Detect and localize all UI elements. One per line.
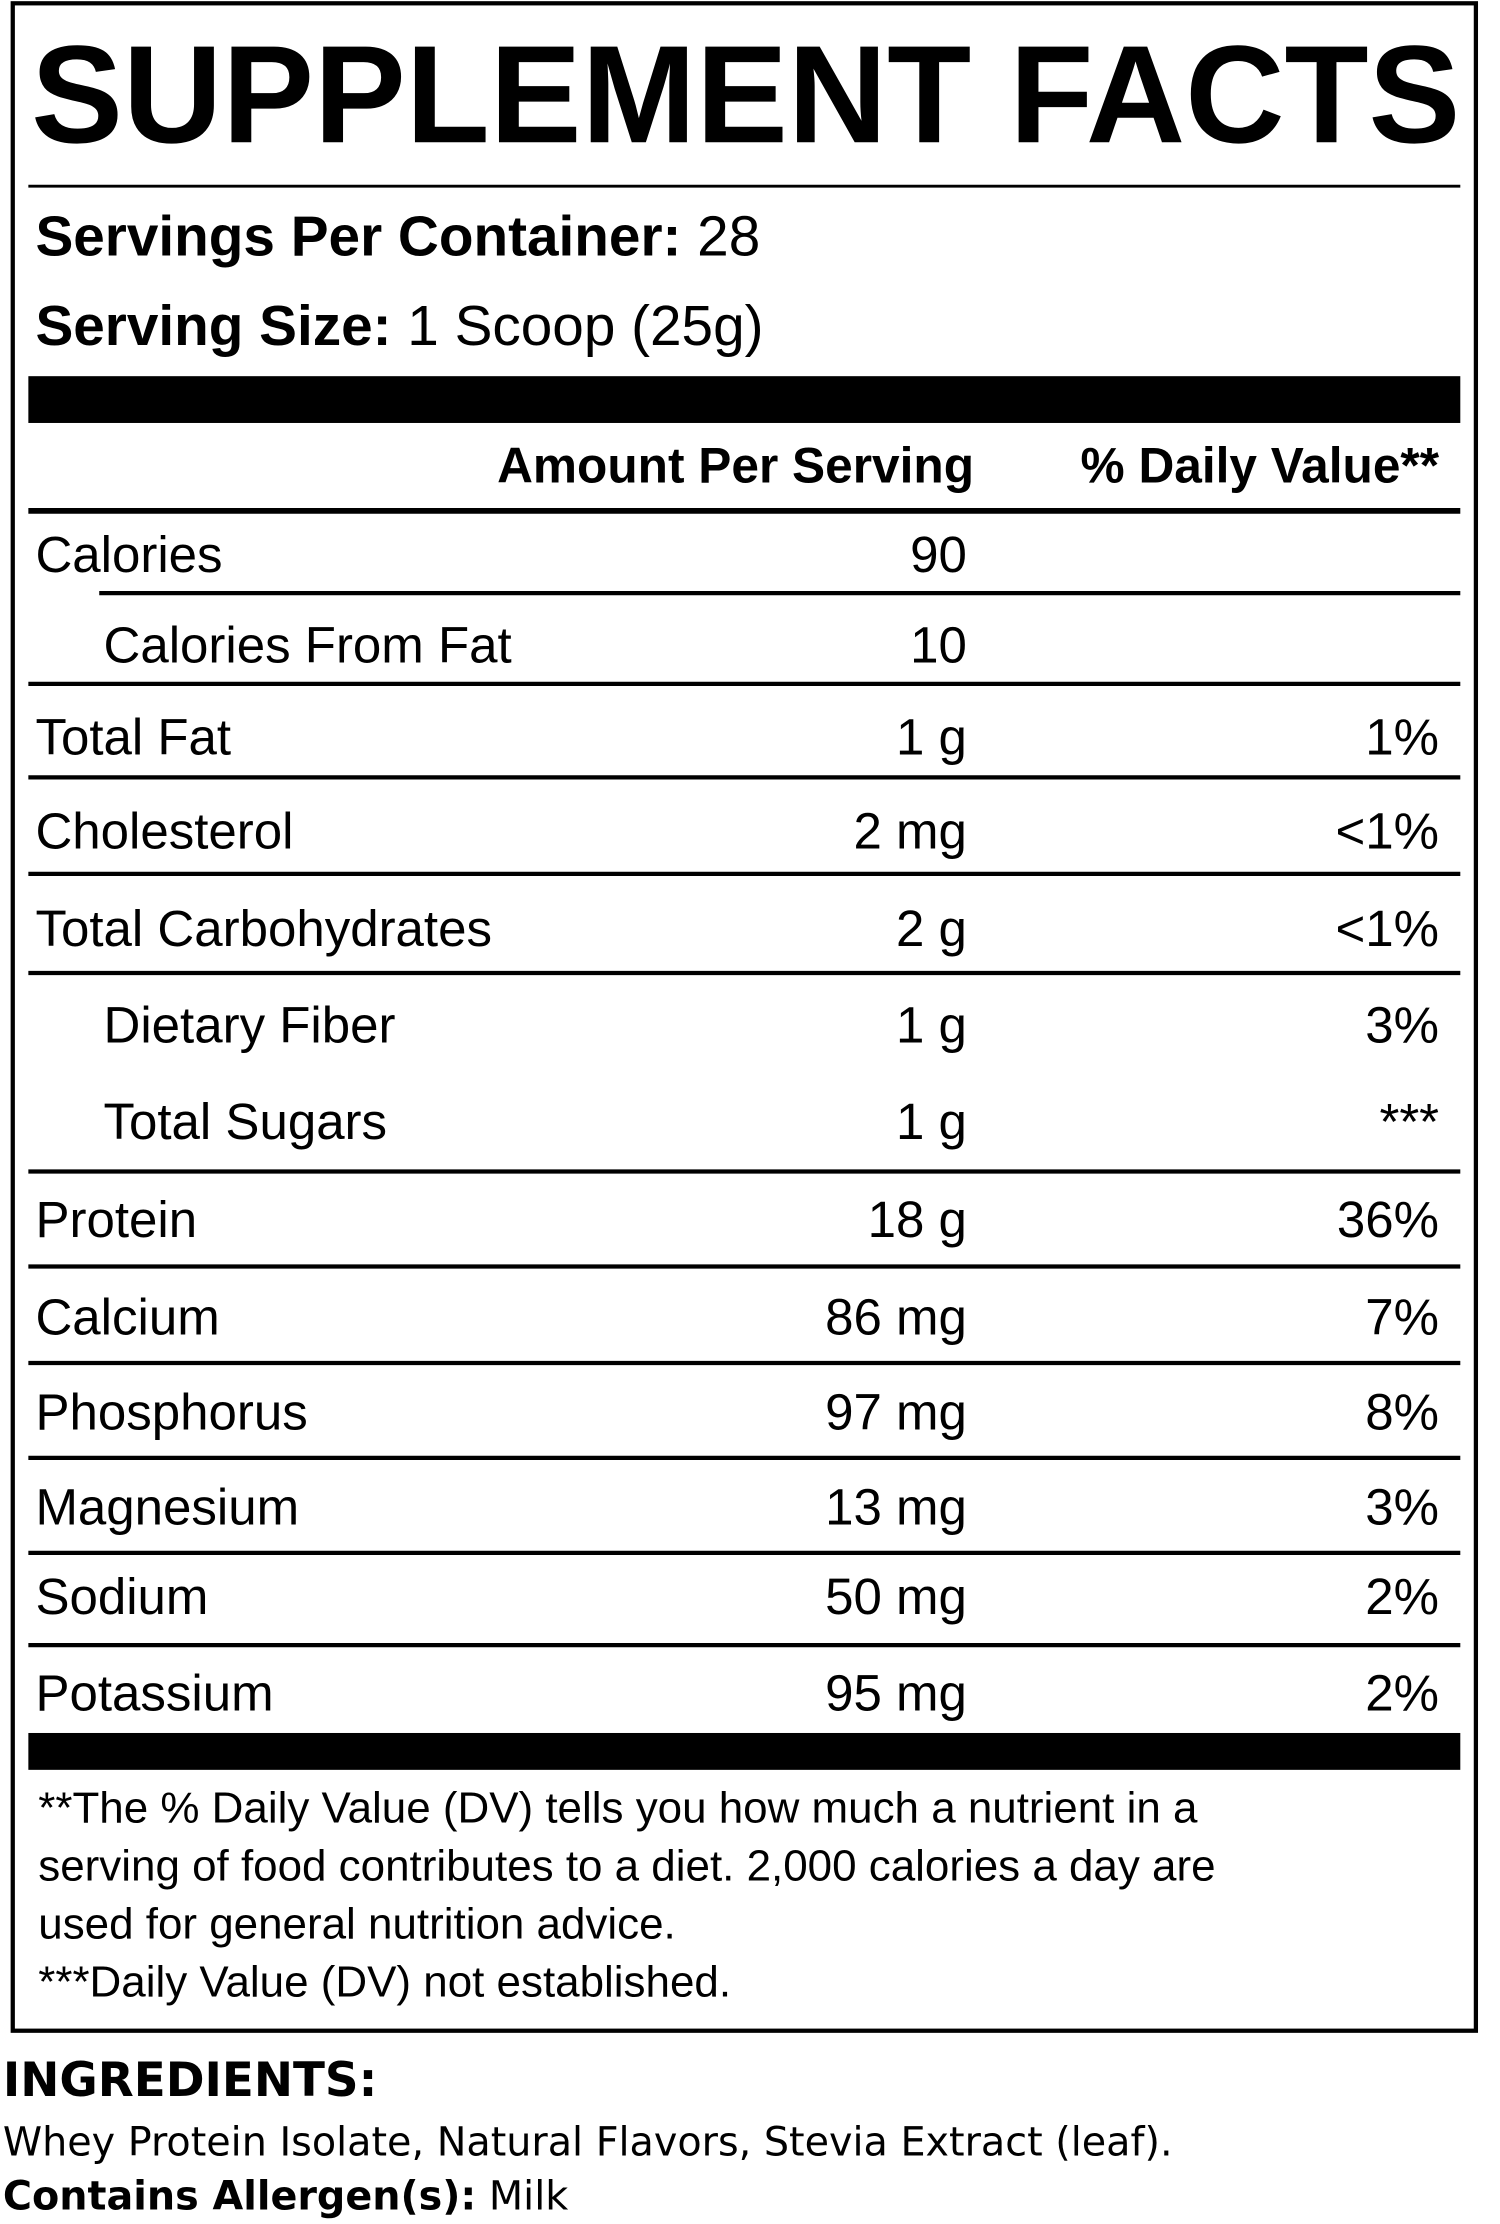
daily-value: 3%: [1365, 1479, 1439, 1536]
nutrient-name: Potassium: [35, 1664, 273, 1721]
footnote: **The % Daily Value (DV) tells you how m…: [38, 1783, 1198, 1832]
daily-value: <1%: [1336, 900, 1440, 957]
daily-value: 2%: [1365, 1568, 1439, 1625]
serving-size: Serving Size: 1 Scoop (25g): [35, 295, 763, 358]
thick-bar: [28, 1732, 1461, 1770]
footnotes: **The % Daily Value (DV) tells you how m…: [38, 1783, 1215, 2006]
amount: 90: [910, 526, 967, 583]
nutrient-name: Phosphorus: [35, 1384, 307, 1441]
daily-value: 7%: [1365, 1289, 1439, 1346]
amount: 97 mg: [825, 1384, 967, 1441]
thick-bar: [28, 376, 1461, 423]
allergen-value: Milk: [489, 2173, 568, 2219]
amount: 18 g: [868, 1191, 967, 1248]
title: SUPPLEMENT FACTS: [31, 17, 1460, 172]
servings: Servings Per Container: 28: [35, 206, 760, 269]
nutrient-name: Sodium: [35, 1568, 208, 1625]
amount: 10: [910, 617, 967, 674]
amount: 1 g: [896, 1093, 967, 1150]
servings-value: 28: [697, 206, 760, 269]
nutrient-name: Total Carbohydrates: [35, 900, 492, 957]
size-label: Serving Size:: [35, 295, 391, 358]
allergen-label: Contains Allergen(s):: [3, 2173, 476, 2219]
nutrient-name: Protein: [35, 1191, 197, 1248]
nutrient-name: Dietary Fiber: [103, 997, 395, 1054]
footnote: used for general nutrition advice.: [38, 1900, 675, 1949]
daily-value: 3%: [1365, 997, 1439, 1054]
column-header: Amount Per Serving: [497, 438, 974, 494]
daily-value: 8%: [1365, 1384, 1439, 1441]
nutrient-name: Total Fat: [35, 709, 231, 766]
footnote: ***Daily Value (DV) not established.: [38, 1958, 731, 2007]
nutrient-name: Calories: [35, 526, 222, 583]
amount: 1 g: [896, 709, 967, 766]
amount: 1 g: [896, 997, 967, 1054]
amount: 50 mg: [825, 1568, 967, 1625]
daily-value: <1%: [1336, 802, 1440, 859]
nutrient-name: Calcium: [35, 1289, 219, 1346]
footnote: serving of food contributes to a diet. 2…: [38, 1841, 1215, 1890]
label-border: [10, 1, 1479, 2033]
nutrient-name: Total Sugars: [103, 1093, 387, 1150]
ingredients-heading: INGREDIENTS:: [3, 2054, 377, 2108]
size-value: 1 Scoop (25g): [407, 295, 763, 358]
amount: 2 g: [896, 900, 967, 957]
amount: 2 mg: [853, 802, 966, 859]
servings-label: Servings Per Container:: [35, 206, 681, 269]
column-header: % Daily Value**: [1081, 438, 1440, 494]
nutrient-name: Calories From Fat: [103, 617, 511, 674]
daily-value: 36%: [1337, 1191, 1439, 1248]
allergens: Contains Allergen(s): Milk: [3, 2173, 568, 2219]
nutrient-name: Magnesium: [35, 1479, 299, 1536]
daily-value: 2%: [1365, 1664, 1439, 1721]
amount: 86 mg: [825, 1289, 967, 1346]
rows: Calories 90 Calories From Fat 10 Total Fat 1 …: [28, 526, 1461, 1721]
amount: 95 mg: [825, 1664, 967, 1721]
daily-value: 1%: [1365, 709, 1439, 766]
nutrient-name: Cholesterol: [35, 802, 293, 859]
amount: 13 mg: [825, 1479, 967, 1536]
ingredients-text: Whey Protein Isolate, Natural Flavors, S…: [3, 2119, 1173, 2165]
daily-value: ***: [1379, 1093, 1439, 1150]
